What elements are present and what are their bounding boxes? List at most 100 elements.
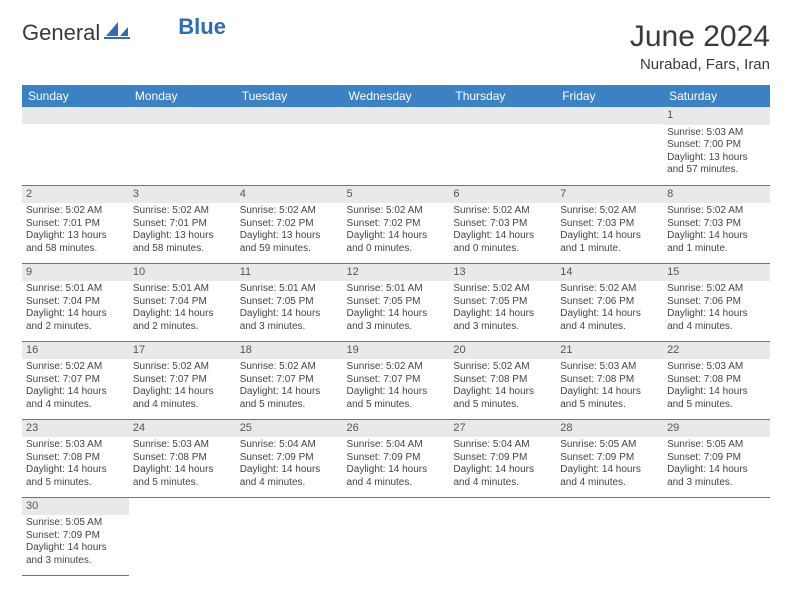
sunrise-text: Sunrise: 5:05 AM [26,517,125,530]
sunrise-text: Sunrise: 5:02 AM [453,361,552,374]
daylight-text: Daylight: 14 hours and 3 minutes. [453,308,552,333]
day-number: 5 [343,186,450,204]
sunrise-text: Sunrise: 5:01 AM [133,283,232,296]
sunset-text: Sunset: 7:02 PM [240,218,339,231]
sunset-text: Sunset: 7:02 PM [347,218,446,231]
sunrise-text: Sunrise: 5:04 AM [453,439,552,452]
day-number: 22 [663,342,770,360]
day-number: 26 [343,420,450,438]
day-number: 27 [449,420,556,438]
page-title: June 2024 [630,20,770,54]
calendar-day-cell [129,107,236,185]
daylight-text: Daylight: 14 hours and 4 minutes. [560,308,659,333]
calendar-day-cell: 23Sunrise: 5:03 AMSunset: 7:08 PMDayligh… [22,419,129,497]
calendar-day-cell: 26Sunrise: 5:04 AMSunset: 7:09 PMDayligh… [343,419,450,497]
day-details: Sunrise: 5:03 AMSunset: 7:08 PMDaylight:… [663,359,770,415]
sunset-text: Sunset: 7:07 PM [26,374,125,387]
day-number: 4 [236,186,343,204]
calendar-table: SundayMondayTuesdayWednesdayThursdayFrid… [22,85,770,576]
sunrise-text: Sunrise: 5:02 AM [26,361,125,374]
day-details: Sunrise: 5:02 AMSunset: 7:01 PMDaylight:… [129,203,236,259]
sunset-text: Sunset: 7:09 PM [240,452,339,465]
sunrise-text: Sunrise: 5:02 AM [26,205,125,218]
blank-daynum-bar [449,107,556,124]
logo-text-blue: Blue [178,14,226,40]
calendar-day-cell: 10Sunrise: 5:01 AMSunset: 7:04 PMDayligh… [129,263,236,341]
sunset-text: Sunset: 7:01 PM [133,218,232,231]
sunset-text: Sunset: 7:09 PM [560,452,659,465]
calendar-week-row: 2Sunrise: 5:02 AMSunset: 7:01 PMDaylight… [22,185,770,263]
day-number: 19 [343,342,450,360]
sunset-text: Sunset: 7:08 PM [667,374,766,387]
daylight-text: Daylight: 14 hours and 5 minutes. [133,464,232,489]
weekday-header: Thursday [449,85,556,107]
calendar-day-cell: 3Sunrise: 5:02 AMSunset: 7:01 PMDaylight… [129,185,236,263]
calendar-day-cell [556,107,663,185]
logo: General Blue [22,20,226,46]
calendar-day-cell: 30Sunrise: 5:05 AMSunset: 7:09 PMDayligh… [22,497,129,575]
sunrise-text: Sunrise: 5:05 AM [667,439,766,452]
sunset-text: Sunset: 7:05 PM [347,296,446,309]
sunrise-text: Sunrise: 5:02 AM [347,361,446,374]
sunrise-text: Sunrise: 5:03 AM [133,439,232,452]
blank-daynum-bar [556,107,663,124]
day-number: 13 [449,264,556,282]
day-details: Sunrise: 5:05 AMSunset: 7:09 PMDaylight:… [556,437,663,493]
calendar-day-cell: 2Sunrise: 5:02 AMSunset: 7:01 PMDaylight… [22,185,129,263]
calendar-week-row: 16Sunrise: 5:02 AMSunset: 7:07 PMDayligh… [22,341,770,419]
calendar-week-row: 1Sunrise: 5:03 AMSunset: 7:00 PMDaylight… [22,107,770,185]
daylight-text: Daylight: 14 hours and 2 minutes. [26,308,125,333]
sunset-text: Sunset: 7:04 PM [133,296,232,309]
sunrise-text: Sunrise: 5:01 AM [26,283,125,296]
weekday-header: Monday [129,85,236,107]
day-details: Sunrise: 5:02 AMSunset: 7:02 PMDaylight:… [343,203,450,259]
day-number: 1 [663,107,770,125]
weekday-header: Tuesday [236,85,343,107]
calendar-day-cell: 28Sunrise: 5:05 AMSunset: 7:09 PMDayligh… [556,419,663,497]
calendar-day-cell: 12Sunrise: 5:01 AMSunset: 7:05 PMDayligh… [343,263,450,341]
day-details: Sunrise: 5:02 AMSunset: 7:06 PMDaylight:… [556,281,663,337]
calendar-day-cell: 27Sunrise: 5:04 AMSunset: 7:09 PMDayligh… [449,419,556,497]
sunrise-text: Sunrise: 5:02 AM [453,205,552,218]
day-number: 25 [236,420,343,438]
day-number: 8 [663,186,770,204]
sunrise-text: Sunrise: 5:01 AM [347,283,446,296]
day-number: 6 [449,186,556,204]
day-number: 23 [22,420,129,438]
sunrise-text: Sunrise: 5:02 AM [560,205,659,218]
day-details: Sunrise: 5:04 AMSunset: 7:09 PMDaylight:… [343,437,450,493]
day-number: 11 [236,264,343,282]
daylight-text: Daylight: 14 hours and 3 minutes. [347,308,446,333]
day-details: Sunrise: 5:02 AMSunset: 7:07 PMDaylight:… [343,359,450,415]
daylight-text: Daylight: 14 hours and 4 minutes. [667,308,766,333]
day-number: 30 [22,498,129,516]
day-details: Sunrise: 5:05 AMSunset: 7:09 PMDaylight:… [663,437,770,493]
calendar-day-cell: 9Sunrise: 5:01 AMSunset: 7:04 PMDaylight… [22,263,129,341]
calendar-week-row: 9Sunrise: 5:01 AMSunset: 7:04 PMDaylight… [22,263,770,341]
day-details: Sunrise: 5:02 AMSunset: 7:08 PMDaylight:… [449,359,556,415]
calendar-day-cell: 8Sunrise: 5:02 AMSunset: 7:03 PMDaylight… [663,185,770,263]
daylight-text: Daylight: 14 hours and 4 minutes. [560,464,659,489]
day-number: 17 [129,342,236,360]
sunrise-text: Sunrise: 5:02 AM [240,361,339,374]
day-details: Sunrise: 5:02 AMSunset: 7:06 PMDaylight:… [663,281,770,337]
sunrise-text: Sunrise: 5:02 AM [240,205,339,218]
calendar-body: 1Sunrise: 5:03 AMSunset: 7:00 PMDaylight… [22,107,770,575]
weekday-header: Sunday [22,85,129,107]
sunrise-text: Sunrise: 5:02 AM [347,205,446,218]
day-details: Sunrise: 5:02 AMSunset: 7:07 PMDaylight:… [22,359,129,415]
calendar-day-cell: 25Sunrise: 5:04 AMSunset: 7:09 PMDayligh… [236,419,343,497]
sunset-text: Sunset: 7:03 PM [453,218,552,231]
blank-daynum-bar [236,107,343,124]
day-number: 21 [556,342,663,360]
sunset-text: Sunset: 7:08 PM [560,374,659,387]
calendar-day-cell: 4Sunrise: 5:02 AMSunset: 7:02 PMDaylight… [236,185,343,263]
day-number: 3 [129,186,236,204]
calendar-week-row: 30Sunrise: 5:05 AMSunset: 7:09 PMDayligh… [22,497,770,575]
sunrise-text: Sunrise: 5:02 AM [133,205,232,218]
weekday-header: Saturday [663,85,770,107]
sunset-text: Sunset: 7:08 PM [133,452,232,465]
daylight-text: Daylight: 14 hours and 5 minutes. [453,386,552,411]
daylight-text: Daylight: 14 hours and 5 minutes. [26,464,125,489]
calendar-day-cell: 19Sunrise: 5:02 AMSunset: 7:07 PMDayligh… [343,341,450,419]
